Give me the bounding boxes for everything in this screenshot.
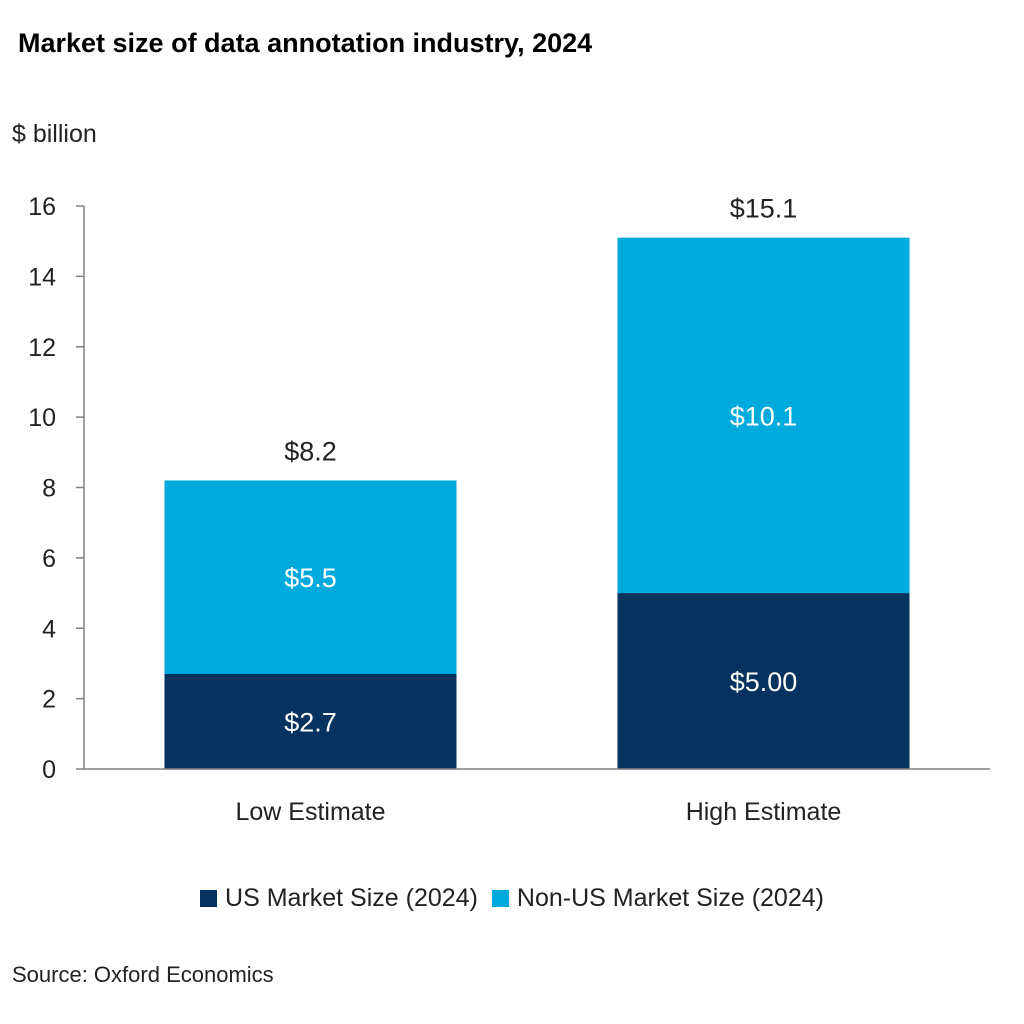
legend-swatch-non-us bbox=[491, 890, 509, 907]
bar-data-label: $10.1 bbox=[730, 401, 798, 431]
legend: US Market Size (2024) Non-US Market Size… bbox=[0, 884, 1024, 913]
y-axis-label: $ billion bbox=[12, 120, 97, 148]
bar-total-label: $8.2 bbox=[284, 436, 337, 466]
bar-segment-us bbox=[164, 673, 457, 769]
bar-chart: 0 2 4 6 8 10 12 14 16 $2.7 $5.5 $8.2 Low Estimate $5.… bbox=[28, 193, 990, 826]
legend-swatch-us bbox=[200, 890, 218, 907]
chart-title: Market size of data annotation industry,… bbox=[18, 28, 593, 58]
y-tick-label: 4 bbox=[42, 615, 56, 643]
y-tick-label: 14 bbox=[28, 263, 56, 291]
bar-data-label: $5.00 bbox=[730, 667, 798, 697]
bar-total-label: $15.1 bbox=[730, 194, 798, 224]
y-tick-label: 6 bbox=[42, 545, 56, 573]
bar-data-label: $2.7 bbox=[284, 707, 337, 737]
x-tick-label: High Estimate bbox=[686, 798, 842, 826]
bar-segment-non-us bbox=[164, 480, 457, 674]
legend-label-us: US Market Size (2024) bbox=[225, 884, 478, 912]
y-tick-label: 16 bbox=[28, 193, 56, 221]
y-tick-label: 2 bbox=[42, 686, 56, 714]
legend-item-us: US Market Size (2024) bbox=[200, 884, 478, 913]
source-note: Source: Oxford Economics bbox=[12, 962, 274, 987]
x-tick-label: Low Estimate bbox=[235, 798, 385, 826]
bar-segment-non-us bbox=[617, 237, 910, 594]
y-tick-label: 12 bbox=[28, 334, 56, 362]
legend-item-non-us: Non-US Market Size (2024) bbox=[491, 884, 824, 913]
bar-data-label: $5.5 bbox=[284, 563, 337, 593]
y-tick-label: 10 bbox=[28, 404, 56, 432]
y-tick-label: 0 bbox=[42, 756, 56, 784]
bar-segment-us bbox=[617, 593, 910, 769]
y-tick-label: 8 bbox=[42, 475, 56, 503]
legend-label-non-us: Non-US Market Size (2024) bbox=[516, 884, 824, 912]
